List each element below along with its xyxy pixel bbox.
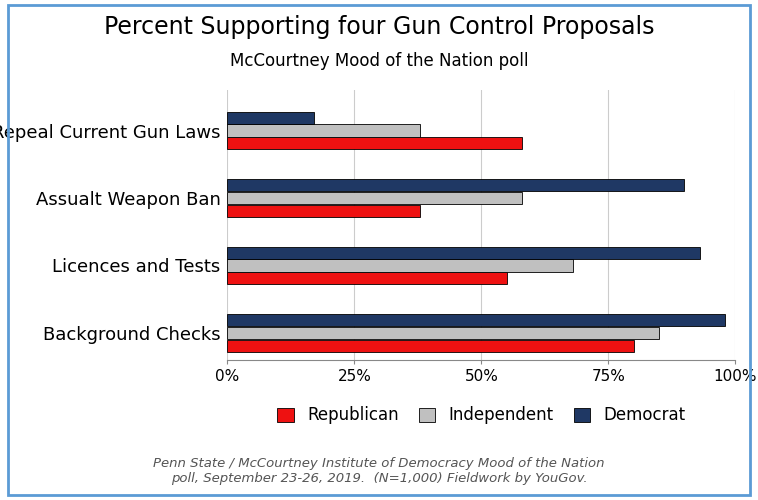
Bar — [227, 112, 314, 124]
Bar — [227, 192, 522, 204]
Text: Penn State / McCourtney Institute of Democracy Mood of the Nation
poll, Septembe: Penn State / McCourtney Institute of Dem… — [153, 457, 605, 485]
Bar — [227, 246, 700, 259]
Bar — [227, 314, 725, 326]
Bar — [227, 272, 507, 284]
Bar — [227, 340, 634, 352]
Bar — [227, 260, 573, 272]
Bar — [227, 137, 522, 149]
Bar — [227, 327, 659, 339]
Bar — [227, 124, 421, 136]
Text: McCourtney Mood of the Nation poll: McCourtney Mood of the Nation poll — [230, 52, 528, 70]
Bar — [227, 205, 421, 217]
Bar — [227, 179, 684, 191]
Legend: Republican, Independent, Democrat: Republican, Independent, Democrat — [268, 398, 694, 432]
Text: Percent Supporting four Gun Control Proposals: Percent Supporting four Gun Control Prop… — [104, 15, 654, 39]
